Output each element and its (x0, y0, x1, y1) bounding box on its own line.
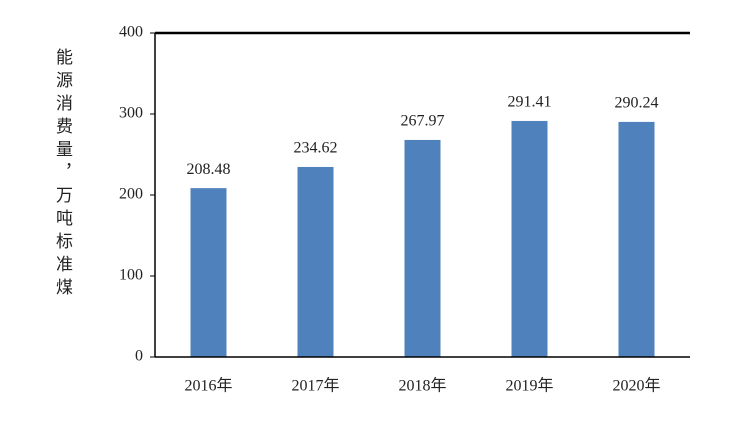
y-tick-label: 200 (119, 186, 143, 203)
x-tick-label: 2018年 (398, 377, 446, 395)
bar (618, 121, 655, 357)
x-tick-label: 2017年 (291, 377, 339, 395)
y-tick-label: 400 (119, 24, 143, 41)
data-label: 290.24 (615, 95, 659, 112)
bar (404, 139, 441, 357)
data-label: 234.62 (294, 140, 338, 157)
bar (511, 120, 548, 357)
data-label: 291.41 (508, 94, 552, 111)
y-tick-label: 300 (119, 105, 143, 122)
y-tick-label: 100 (119, 267, 143, 284)
data-label: 208.48 (187, 161, 231, 178)
y-axis-label: 能源消费量，万吨标准煤 (52, 48, 73, 301)
x-tick-label: 2016年 (184, 377, 232, 395)
y-tick-label: 0 (135, 348, 143, 365)
x-tick-label: 2020年 (612, 377, 660, 395)
bar (190, 188, 227, 357)
data-label: 267.97 (401, 113, 445, 130)
bar (297, 166, 334, 357)
x-tick-label: 2019年 (505, 377, 553, 395)
